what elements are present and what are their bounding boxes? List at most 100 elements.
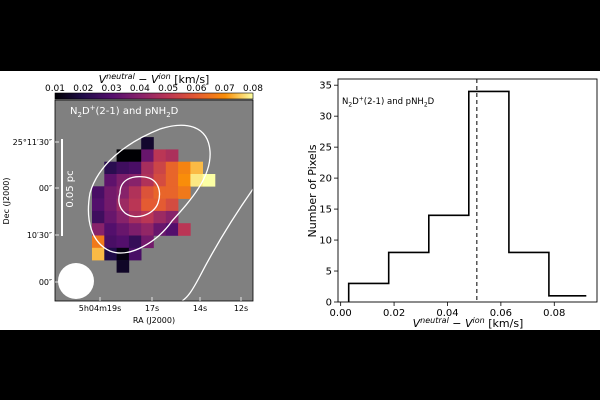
colorbar-tick-label: 0.03 <box>102 84 122 94</box>
histogram-y-tick-label: 25 <box>319 143 332 154</box>
beam-ellipse <box>58 263 94 299</box>
histogram-y-tick-label: 35 <box>319 81 332 92</box>
heatmap-cell <box>104 174 117 187</box>
heatmap-cell <box>141 137 154 150</box>
heatmap-cell <box>165 161 179 175</box>
map-annotation: N2D+(2-1) and pNH2D <box>70 104 179 119</box>
heatmap-cell <box>128 235 142 249</box>
colorbar-tick-label: 0.06 <box>186 84 206 94</box>
map-x-tick-label: 14s <box>193 304 207 313</box>
contours <box>87 124 253 301</box>
colorbar-tick-labels: 0.01 0.02 0.03 0.04 0.05 0.06 0.07 0.08 <box>45 84 263 94</box>
map-y-tick-label: 00″ <box>39 184 52 193</box>
map-y-tick-label: 25°11′30″ <box>13 138 52 147</box>
heatmap-cell <box>141 174 154 187</box>
colorbar-tick-label: 0.05 <box>158 84 178 94</box>
heatmap-cell <box>116 247 130 261</box>
heatmap-cell <box>178 186 191 199</box>
histogram-panel: 0 5 10 15 20 25 30 35 0.00 0.02 0.04 0.06 0.08 N2D+… <box>306 78 598 330</box>
histogram-y-tick-label: 20 <box>319 174 332 185</box>
map-x-tick-label: 5h04m19s <box>79 304 121 313</box>
histogram-x-ticks: 0.00 0.02 0.04 0.06 0.08 <box>330 302 565 319</box>
histogram-y-tick-label: 5 <box>326 267 332 278</box>
heatmap-cell <box>104 161 117 175</box>
heatmap-cell <box>178 174 191 187</box>
figure-svg: Vneutral − Vion [km/s] 0.01 0.02 0.03 0.04 0… <box>2 72 598 330</box>
map-frame <box>54 99 254 302</box>
heatmap-cell <box>153 161 167 175</box>
histogram-y-ticks: 0 5 10 15 20 25 30 35 <box>319 81 338 309</box>
heatmap-cell <box>104 198 117 212</box>
map-x-ticks: 5h04m19s 17s 14s 12s <box>79 297 248 313</box>
heatmap-cell <box>141 161 154 175</box>
heatmap-cell <box>153 149 167 162</box>
heatmap-cell <box>92 210 105 224</box>
map-panel: Vneutral − Vion [km/s] 0.01 0.02 0.03 0.04 0… <box>2 72 263 325</box>
heatmap-cell <box>165 174 179 187</box>
map-x-tick-label: 17s <box>145 304 159 313</box>
outer-contour <box>87 124 211 254</box>
heatmap-cell <box>116 198 130 212</box>
heatmap-cell <box>165 198 179 212</box>
heatmap-cell <box>128 223 142 236</box>
heatmap-cell <box>116 174 130 187</box>
map-y-tick-label: 00″ <box>39 278 52 287</box>
heatmap-cell <box>116 223 130 236</box>
histogram-y-label: Number of Pixels <box>306 144 319 237</box>
heatmap-cell <box>116 210 130 224</box>
heatmap-cell <box>128 174 142 187</box>
heatmap-cell <box>128 161 142 175</box>
histogram-x-tick-label: 0.04 <box>436 308 458 319</box>
colorbar <box>54 92 254 100</box>
heatmap-cell <box>104 235 117 249</box>
histogram-x-tick-label: 0.00 <box>330 308 352 319</box>
heatmap-cell <box>104 223 117 236</box>
colorbar-tick-label: 0.01 <box>45 84 65 94</box>
heatmap-cell <box>165 149 179 162</box>
heatmap-cell <box>141 198 154 212</box>
heatmap-cell <box>178 223 191 236</box>
heatmap-cell <box>165 186 179 199</box>
heatmap-cell <box>128 186 142 199</box>
heatmap-cell <box>128 198 142 212</box>
heatmap-cell <box>153 198 167 212</box>
heatmap-cell <box>141 186 154 199</box>
heatmap-cell <box>178 161 191 175</box>
heatmap-cell <box>128 149 142 162</box>
middle-contour <box>118 175 161 218</box>
heatmap-cell <box>141 210 154 224</box>
heatmap-cell <box>116 235 130 249</box>
colorbar-tick-label: 0.04 <box>130 84 150 94</box>
heatmap-cell <box>116 161 130 175</box>
heatmap-cell <box>104 186 117 199</box>
heatmap-cell <box>92 247 105 261</box>
colorbar-tick-label: 0.08 <box>243 84 263 94</box>
heatmap-cell <box>141 223 154 236</box>
scale-bar-label: 0.05 pc <box>65 170 76 207</box>
figure-panel: Vneutral − Vion [km/s] 0.01 0.02 0.03 0.04 0… <box>0 71 600 330</box>
heatmap-cell <box>116 260 130 273</box>
histogram-y-tick-label: 10 <box>319 236 332 247</box>
histogram-x-tick-label: 0.06 <box>490 308 512 319</box>
heatmap-cell <box>141 149 154 162</box>
heatmap-cell <box>141 235 154 249</box>
map-y-label: Dec (J2000) <box>2 178 11 225</box>
colorbar-tick-label: 0.02 <box>73 84 93 94</box>
heatmap-cell <box>202 174 216 187</box>
histogram-step-line <box>347 90 587 302</box>
heatmap-cell <box>153 174 167 187</box>
map-y-tick-label: 10′30″ <box>27 231 52 240</box>
heatmap-cell <box>153 210 167 224</box>
map-x-tick-label: 12s <box>234 304 248 313</box>
heatmap-cell <box>104 247 117 261</box>
heatmap-cell <box>153 223 167 236</box>
histogram-y-tick-label: 0 <box>326 298 332 309</box>
histogram-x-label: Vneutral − Vion [km/s] <box>413 316 524 330</box>
histogram-y-tick-label: 30 <box>319 112 332 123</box>
lower-contour <box>181 188 253 301</box>
heatmap-cell <box>190 161 203 175</box>
heatmap-cell <box>116 149 130 162</box>
map-x-label: RA (J2000) <box>133 316 175 325</box>
histogram-x-tick-label: 0.02 <box>383 308 405 319</box>
heatmap-cell <box>104 210 117 224</box>
